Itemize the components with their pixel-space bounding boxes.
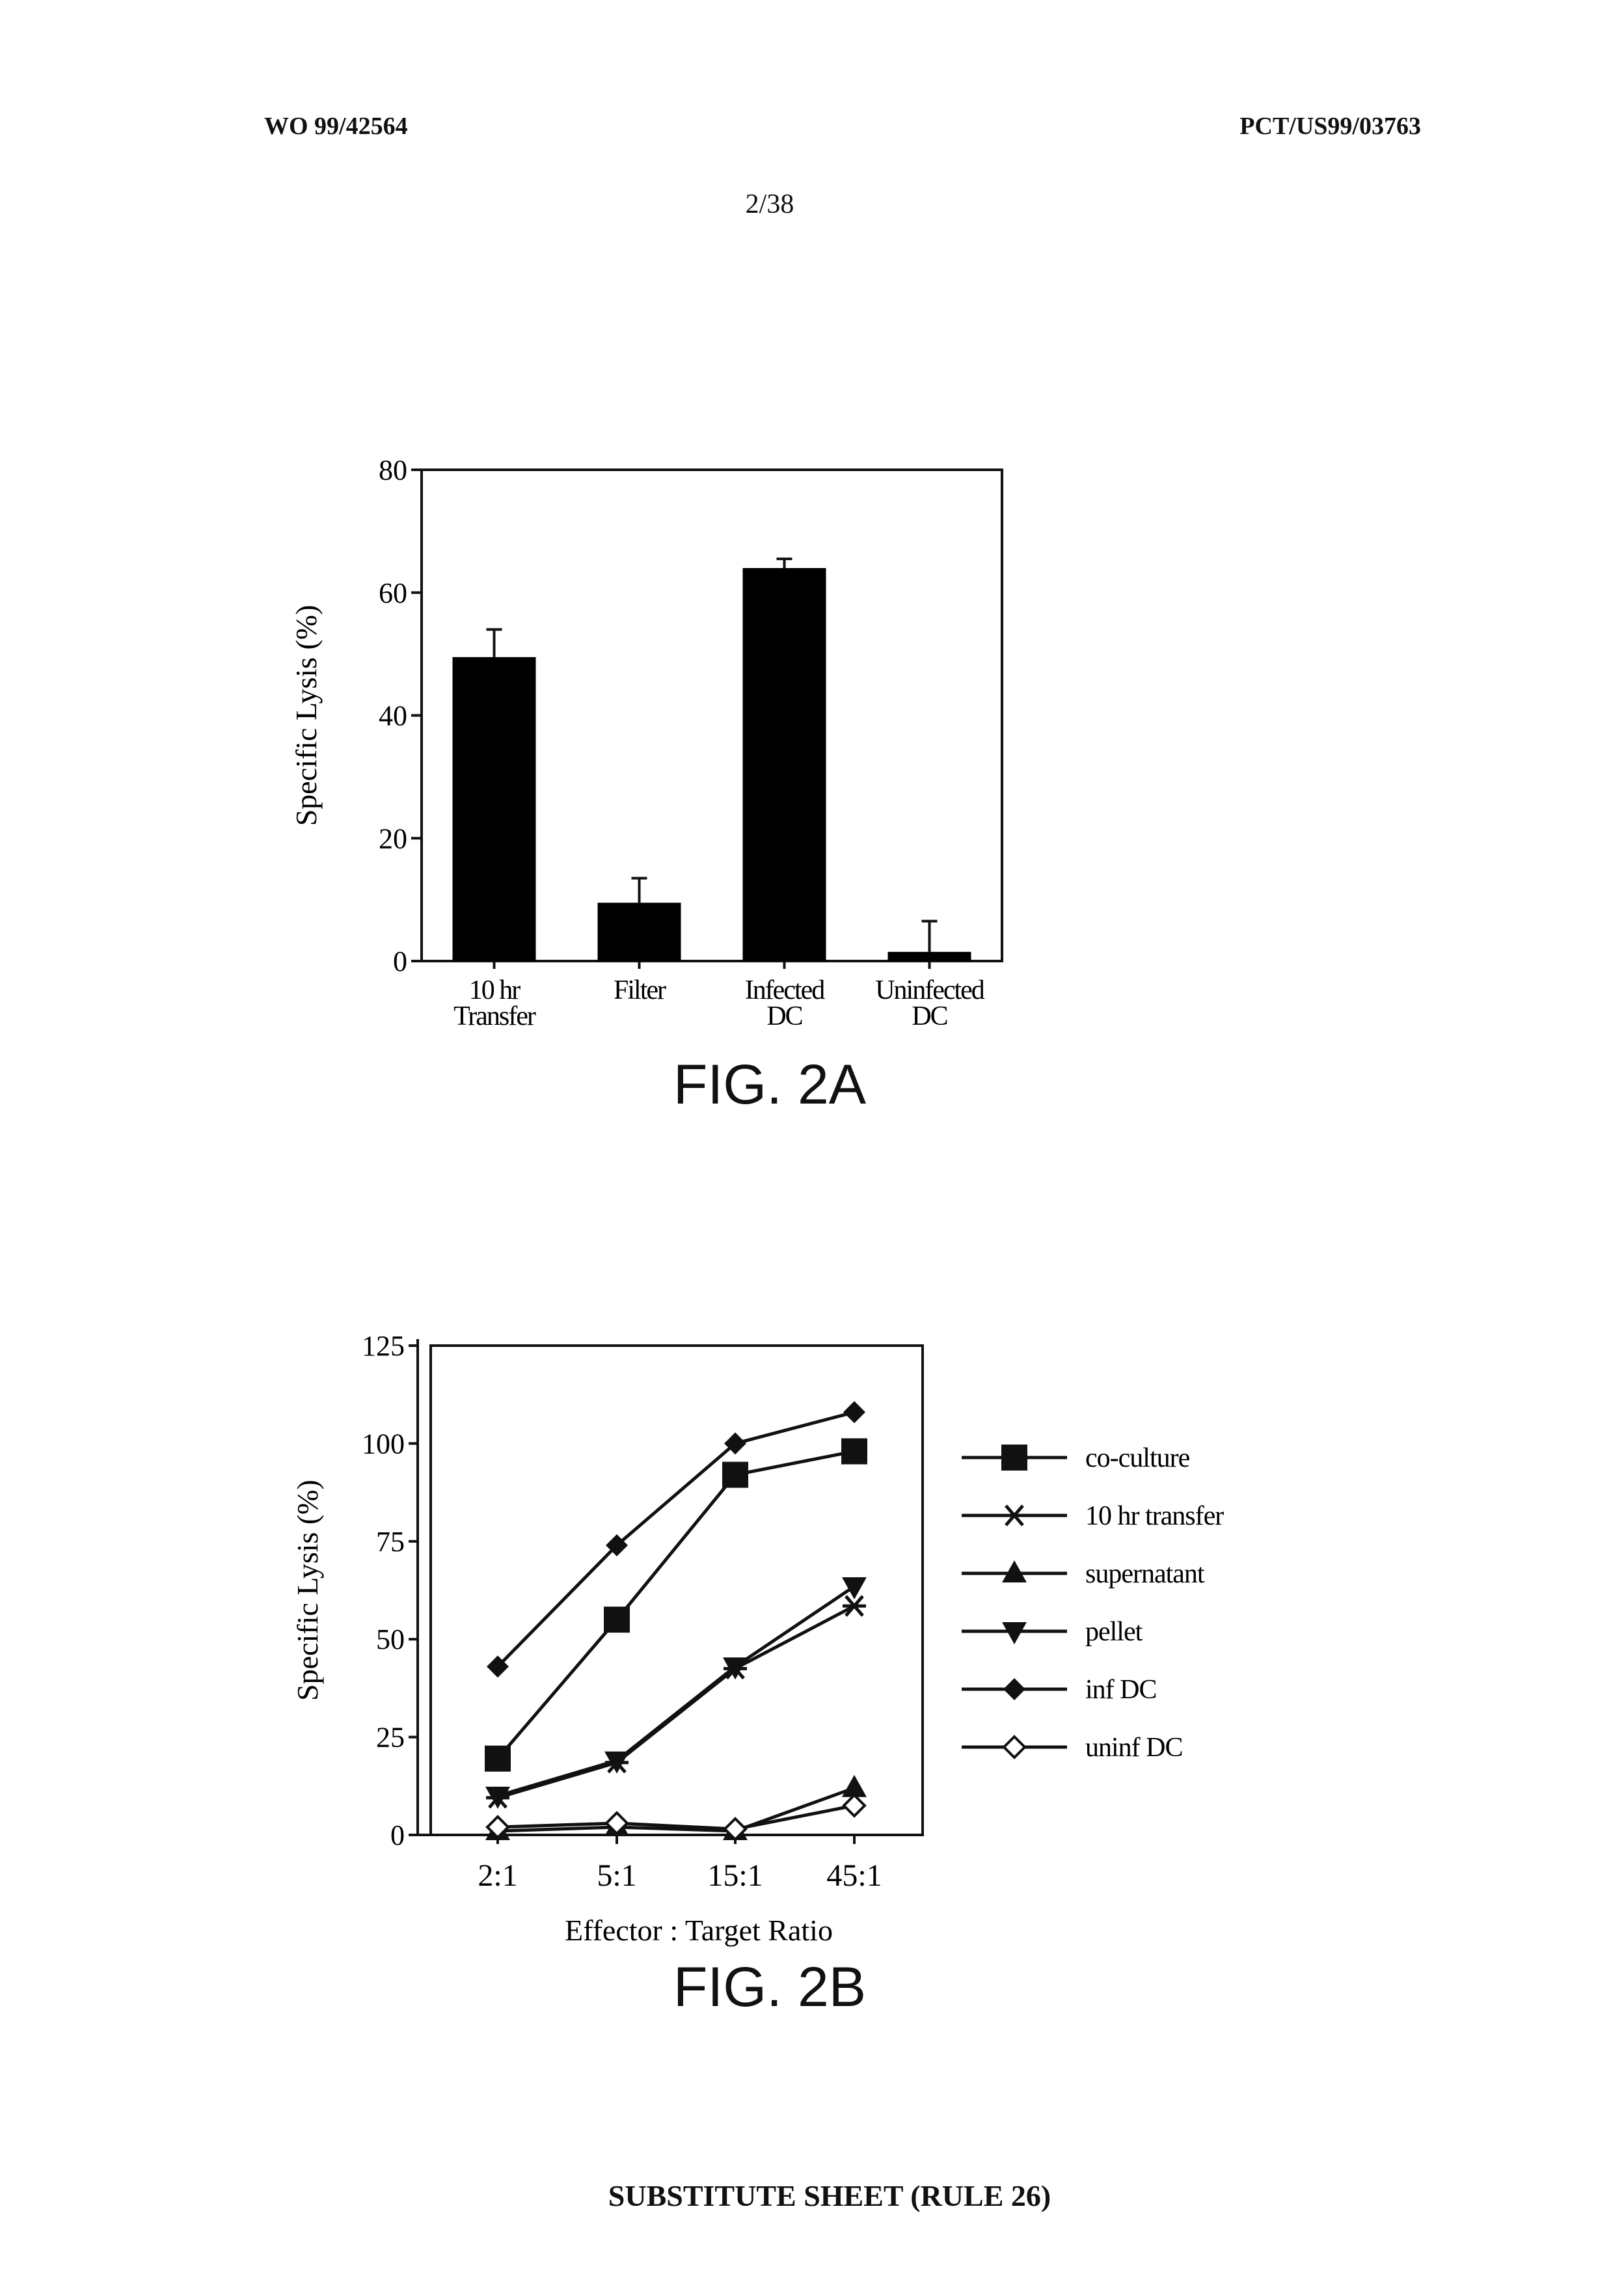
x-axis-label: Effector : Target Ratio [565,1914,833,1947]
legend-marker [1003,1506,1026,1525]
series-inf-DC [487,1401,865,1677]
y-tick-label: 50 [376,1623,405,1655]
series-10-hr-transfer [486,1596,866,1808]
y-tick-label: 0 [390,1819,405,1851]
x-tick-label: 2:1 [478,1858,517,1893]
figure-2a-caption: FIG. 2A [0,1053,1539,1117]
x-tick-label: 5:1 [597,1858,636,1893]
legend-marker [1002,1560,1027,1582]
data-point [843,1401,865,1423]
series-line [498,1606,854,1798]
data-point [604,1607,630,1633]
legend-label: inf DC [1085,1675,1157,1705]
data-point [844,1795,865,1816]
series-pellet [485,1577,867,1809]
series-line [498,1412,854,1666]
legend-label: pellet [1085,1617,1143,1647]
y-axis-label: Specific Lysis (%) [291,1480,324,1701]
legend-entry: uninf DC [962,1733,1183,1763]
data-point [841,1438,867,1464]
legend-marker [1003,1678,1025,1700]
legend-label: 10 hr transfer [1085,1501,1224,1531]
legend-label: supernatant [1085,1559,1205,1589]
y-tick-label: 25 [376,1722,405,1754]
x-tick-label: 15:1 [707,1858,763,1893]
legend-marker [1004,1737,1025,1758]
legend-entry: pellet [962,1617,1143,1647]
x-tick-label: 45:1 [826,1858,882,1893]
y-tick-label: 125 [362,1330,405,1362]
legend-label: uninf DC [1085,1733,1183,1763]
figure-2b-caption: FIG. 2B [0,1955,1539,2020]
series-line [498,1806,854,1829]
y-tick-label: 100 [362,1428,405,1459]
legend-label: co-culture [1085,1443,1190,1473]
legend-marker [1001,1445,1027,1471]
legend-entry: co-culture [962,1443,1190,1473]
legend-entry: inf DC [962,1675,1157,1705]
data-point [722,1462,748,1488]
data-point [485,1746,511,1772]
data-point [842,1577,867,1599]
series-co-culture [485,1438,867,1771]
footer-substitute-sheet: SUBSTITUTE SHEET (RULE 26) [0,2178,1624,2213]
legend-entry: 10 hr transfer [962,1501,1224,1531]
series-line [498,1586,854,1796]
legend-entry: supernatant [962,1559,1205,1589]
y-tick-label: 75 [376,1526,405,1558]
legend-marker [1002,1622,1027,1644]
series-uninf-DC [487,1795,865,1839]
